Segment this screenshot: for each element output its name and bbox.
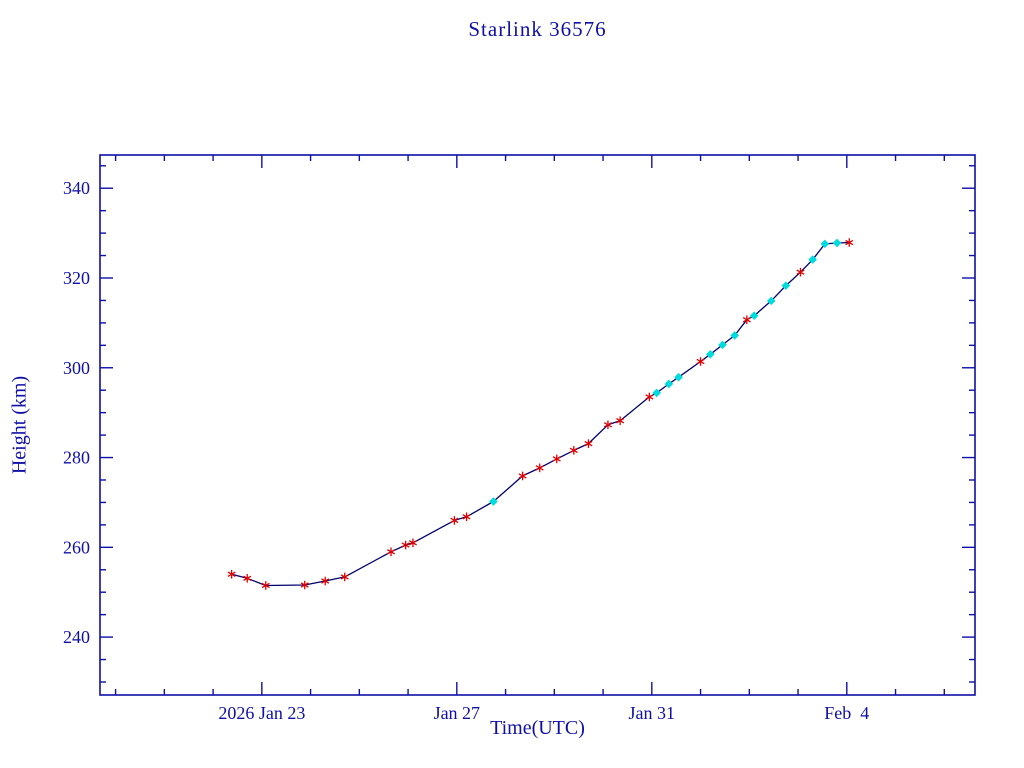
predicted-point-marker xyxy=(766,296,776,306)
observed-point-marker xyxy=(796,267,805,277)
predicted-point-marker xyxy=(652,388,661,398)
plot-frame xyxy=(99,154,976,696)
y-ticks xyxy=(100,165,975,683)
observed-point-marker xyxy=(742,315,751,325)
observed-point-marker xyxy=(340,572,349,582)
observed-point-marker xyxy=(408,538,418,548)
observed-point-marker xyxy=(535,463,544,473)
observed-point-marker xyxy=(401,540,410,550)
observed-point-marker xyxy=(569,446,578,455)
x-tick-label: Feb 4 xyxy=(824,703,869,723)
observed-point-marker xyxy=(462,512,471,522)
predicted-point-marker xyxy=(749,311,759,320)
observed-point-marker xyxy=(603,420,612,430)
x-tick-label: 2026 Jan 23 xyxy=(218,703,305,723)
predicted-point-marker xyxy=(674,372,683,382)
y-tick-label: 260 xyxy=(63,537,90,557)
y-tick-label: 340 xyxy=(63,178,90,198)
y-tick-label: 320 xyxy=(63,268,90,288)
y-tick-label: 240 xyxy=(63,627,90,647)
observed-point-marker xyxy=(227,569,236,579)
observed-point-marker xyxy=(243,573,252,583)
observed-point-marker xyxy=(518,471,527,481)
observed-point-marker xyxy=(584,439,593,448)
observed-point-marker xyxy=(386,547,396,557)
observed-point-marker xyxy=(696,357,705,366)
y-tick-label: 280 xyxy=(63,448,90,468)
y-tick-labels: 240 260 280 300 320 340 xyxy=(63,178,90,647)
x-axis-label: Time(UTC) xyxy=(490,717,585,739)
chart-title: Starlink 36576 xyxy=(468,17,607,41)
x-tick-label: Jan 27 xyxy=(434,703,481,723)
observed-point-marker xyxy=(552,454,561,464)
predicted-point-marker xyxy=(808,255,817,264)
x-ticks xyxy=(114,155,945,695)
x-tick-label: Jan 31 xyxy=(629,703,676,723)
predicted-point-marker xyxy=(832,238,842,248)
predicted-point-marker xyxy=(706,350,715,359)
predicted-point-marker xyxy=(664,379,674,389)
observed-point-marker xyxy=(261,581,270,590)
x-tick-labels: 2026 Jan 23 Jan 27 Jan 31 Feb 4 xyxy=(218,703,869,723)
predicted-point-marker xyxy=(718,340,727,350)
predicted-point-marker xyxy=(730,331,739,340)
observed-point-marker xyxy=(300,580,309,590)
predicted-point-marker xyxy=(781,281,791,290)
data-markers xyxy=(227,238,854,590)
y-tick-label: 300 xyxy=(63,358,90,378)
predicted-point-marker xyxy=(820,239,830,249)
observed-point-marker xyxy=(845,238,854,247)
height-data-line xyxy=(231,241,850,587)
observed-point-marker xyxy=(321,576,330,586)
observed-point-marker xyxy=(645,392,654,402)
predicted-point-marker xyxy=(489,497,498,506)
observed-point-marker xyxy=(450,516,459,525)
observed-point-marker xyxy=(616,416,625,426)
